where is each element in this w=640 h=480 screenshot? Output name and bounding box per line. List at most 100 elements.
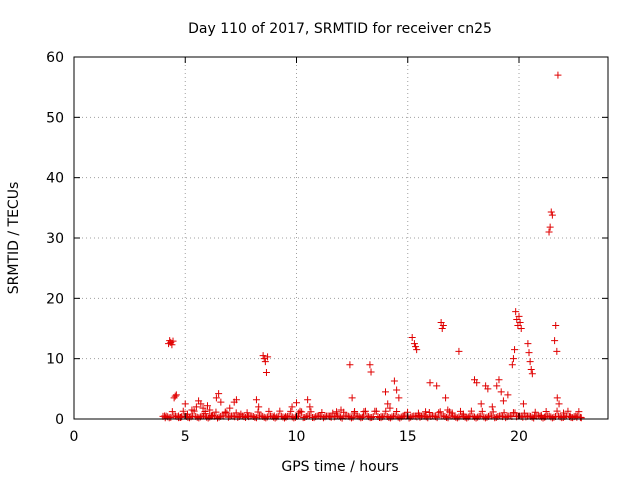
data-point <box>304 396 312 404</box>
data-point <box>410 340 418 348</box>
data-point <box>547 208 555 216</box>
data-point <box>201 408 209 416</box>
data-point <box>481 414 489 422</box>
tick-labels-layer: 0 5 10 15 20 0 10 20 30 40 50 60 <box>46 50 528 445</box>
data-point <box>171 392 179 400</box>
data-point <box>282 413 290 421</box>
data-point <box>424 414 432 422</box>
data-point <box>559 413 567 421</box>
data-point <box>545 228 553 236</box>
y-tick-label: 50 <box>46 110 64 126</box>
data-point <box>179 407 187 415</box>
data-point <box>199 412 207 420</box>
data-point <box>472 414 480 422</box>
data-point <box>307 408 315 416</box>
data-point <box>408 334 416 342</box>
data-point <box>525 349 533 357</box>
data-point <box>162 412 170 420</box>
data-point <box>416 413 424 421</box>
data-point <box>405 414 413 422</box>
data-point <box>217 398 225 406</box>
data-point <box>555 412 563 420</box>
data-point <box>232 409 240 417</box>
data-point <box>372 407 380 415</box>
y-tick-label: 40 <box>46 171 64 187</box>
data-point <box>242 414 250 422</box>
data-point <box>171 412 179 420</box>
data-point <box>197 400 205 408</box>
x-tick-label: 5 <box>181 429 190 445</box>
data-point <box>298 408 306 416</box>
data-point <box>517 325 525 332</box>
data-point <box>190 407 198 415</box>
data-point <box>539 414 547 422</box>
data-point <box>280 414 288 422</box>
data-point <box>168 408 176 416</box>
data-point <box>456 407 464 415</box>
y-tick-label: 60 <box>46 50 64 66</box>
data-point <box>545 412 553 420</box>
data-point <box>214 414 222 422</box>
y-tick-label: 10 <box>46 352 64 368</box>
data-point <box>206 406 214 414</box>
data-point <box>526 358 534 366</box>
data-point <box>367 368 375 376</box>
data-point <box>488 412 496 420</box>
data-point <box>554 71 562 79</box>
data-point <box>499 397 507 405</box>
data-point <box>288 403 296 411</box>
data-point <box>271 414 279 422</box>
grid-layer <box>74 57 608 419</box>
data-point <box>502 414 510 422</box>
data-point <box>548 211 556 219</box>
data-point <box>212 408 220 416</box>
data-point <box>500 409 508 417</box>
data-point <box>531 408 539 416</box>
data-point <box>276 407 284 415</box>
data-point <box>516 318 524 326</box>
data-point <box>254 408 262 416</box>
data-point <box>384 400 392 408</box>
data-point <box>438 325 446 332</box>
data-point <box>493 382 501 390</box>
data-point <box>293 399 300 407</box>
data-point <box>467 407 475 415</box>
ticks-layer <box>73 56 608 420</box>
data-point <box>285 412 293 420</box>
data-point <box>478 407 486 415</box>
data-point <box>347 414 355 422</box>
data-point <box>509 355 517 363</box>
data-point <box>497 412 505 420</box>
data-point <box>338 414 346 422</box>
data-point <box>291 413 299 421</box>
data-point <box>550 413 558 421</box>
data-point <box>391 412 399 420</box>
data-point <box>351 408 359 416</box>
data-point <box>169 337 177 345</box>
data-point <box>349 413 357 421</box>
data-point <box>358 413 366 421</box>
data-point <box>340 408 348 416</box>
data-point <box>238 412 246 420</box>
data-point <box>413 346 421 354</box>
data-point <box>319 414 327 422</box>
data-point <box>386 414 394 422</box>
data-point <box>224 413 232 421</box>
data-point <box>511 409 519 417</box>
data-point <box>436 408 444 416</box>
data-point <box>176 414 184 422</box>
data-point <box>262 369 270 377</box>
data-point <box>477 412 485 420</box>
data-point <box>483 413 491 421</box>
data-point <box>287 407 295 415</box>
data-point <box>306 403 314 411</box>
data-point <box>167 413 175 421</box>
data-point <box>433 382 441 390</box>
data-point <box>555 400 563 408</box>
data-point <box>329 409 337 417</box>
data-point <box>232 396 240 404</box>
data-point <box>439 321 447 329</box>
data-point <box>260 355 268 363</box>
data-point <box>508 361 516 369</box>
data-point <box>168 341 176 349</box>
